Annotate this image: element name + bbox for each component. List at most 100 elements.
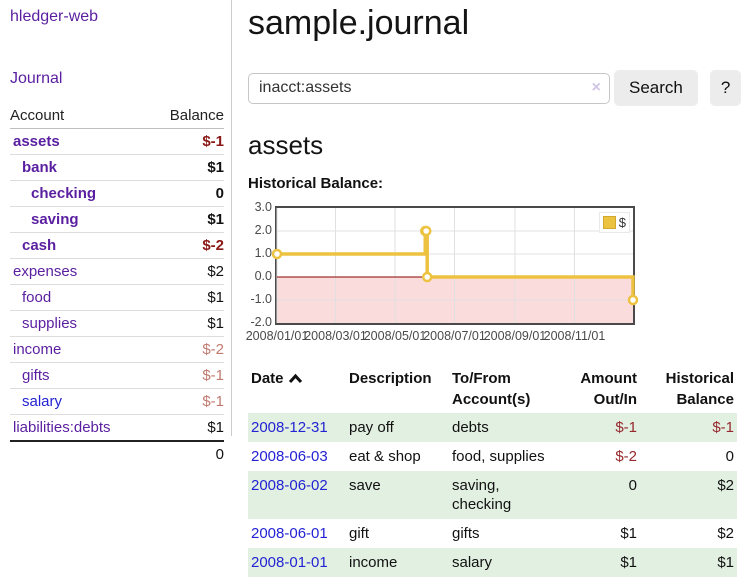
accounts-cell: gifts [452, 525, 480, 542]
sidebar-account-link-supplies[interactable]: supplies [22, 315, 78, 332]
description-cell: eat & shop [349, 448, 421, 465]
account-row: cash $-2 [10, 232, 224, 259]
register-column-header-to-from-account-s-: To/From Account(s) [452, 370, 531, 408]
search-button[interactable]: Search [614, 70, 698, 106]
data-point-marker [421, 271, 433, 283]
x-tick-label: 2008/11/01 [543, 329, 606, 343]
transaction-date-link[interactable]: 2008-12-31 [251, 419, 328, 436]
page-title: sample.journal [248, 4, 470, 42]
account-row: liabilities:debts $1 [10, 414, 224, 442]
series-label: $ [618, 215, 626, 230]
x-tick-label: 2008/05/01 [363, 329, 427, 343]
account-balance: $1 [149, 414, 224, 442]
account-balance: $-2 [149, 232, 224, 259]
x-tick-label: 2008/09/01 [483, 329, 547, 343]
account-row: checking 0 [10, 180, 224, 207]
column-header-account: Account [10, 103, 150, 129]
sidebar-account-link-food[interactable]: food [22, 289, 52, 306]
accounts-tbody: assets $-1 bank $1 checking 0 saving $1 cash $-2 e… [10, 128, 224, 442]
y-tick-label: 2.0 [254, 223, 272, 237]
main-content: sample.journal × Search ? assets Histori… [232, 0, 742, 577]
accounts-header-row: Account Balance [10, 103, 224, 129]
chart-legend: $ [598, 212, 630, 233]
data-point-marker [271, 248, 283, 260]
transaction-date-link[interactable]: 2008-06-03 [251, 448, 328, 465]
account-row: assets $-1 [10, 128, 224, 155]
account-row: gifts $-1 [10, 362, 224, 389]
sidebar-account-link-liabilities-debts[interactable]: liabilities:debts [13, 419, 111, 436]
register-tbody: 2008-12-31 pay off debts $-1 $-1 2008-06-03 ea… [248, 413, 737, 577]
data-point-marker [627, 294, 639, 306]
account-balance: $1 [149, 310, 224, 337]
amount-cell: 0 [628, 477, 637, 494]
register-column-header-description: Description [349, 370, 432, 387]
account-row: food $1 [10, 284, 224, 311]
balance-cell: $1 [717, 554, 734, 571]
data-point-marker [420, 225, 432, 237]
register-column-header-historical-balance: Historical Balance [665, 370, 734, 408]
account-row: supplies $1 [10, 310, 224, 337]
sidebar-account-link-expenses[interactable]: expenses [13, 263, 78, 280]
sidebar-item-journal[interactable]: Journal [10, 70, 63, 87]
register-row: 2008-06-02 save saving, checking 0 $2 [248, 471, 737, 519]
clear-search-icon[interactable]: × [591, 78, 601, 96]
account-row: income $-2 [10, 336, 224, 363]
y-tick-label: -2.0 [250, 315, 272, 329]
x-tick-label: 2008/07/01 [423, 329, 486, 343]
balance-chart-svg [271, 208, 639, 323]
search-input[interactable] [248, 72, 610, 104]
chart-plot-area[interactable]: $ [271, 206, 639, 325]
balance-cell: 0 [725, 448, 734, 465]
sidebar-account-link-cash[interactable]: cash [22, 237, 57, 254]
description-cell: gift [349, 525, 370, 542]
account-balance: $1 [149, 206, 224, 233]
accounts-cell: saving, checking [452, 477, 512, 513]
register-row: 2008-01-01 income salary $1 $1 [248, 548, 737, 577]
sidebar-account-link-saving[interactable]: saving [31, 211, 79, 228]
sidebar-account-link-assets[interactable]: assets [13, 133, 60, 150]
balance-cell: $2 [717, 477, 734, 494]
sidebar-account-link-salary[interactable]: salary [22, 393, 63, 410]
app-title-link[interactable]: hledger-web [10, 8, 99, 25]
accounts-cell: debts [452, 419, 489, 436]
description-cell: pay off [349, 419, 394, 436]
sidebar-account-link-gifts[interactable]: gifts [22, 367, 50, 384]
accounts-cell: salary [452, 554, 493, 571]
sidebar-account-link-income[interactable]: income [13, 341, 62, 358]
search-input-wrap: × [248, 72, 610, 104]
register-header-row: Date Description To/From Account(s) Amount … [248, 365, 737, 413]
chart-title: Historical Balance: [248, 175, 384, 192]
transaction-date-link[interactable]: 2008-01-01 [251, 554, 328, 571]
transaction-date-link[interactable]: 2008-06-01 [251, 525, 328, 542]
column-header-balance: Balance [149, 103, 224, 129]
y-tick-label: 0.0 [254, 269, 272, 283]
account-balance: $1 [149, 154, 224, 181]
description-cell: save [349, 477, 381, 494]
sort-ascending-icon [288, 373, 302, 384]
amount-cell: $1 [620, 525, 637, 542]
historical-balance-chart: $ 3.0 2.0 1.0 0.0 -1.0 -2.0 2008/01/01 2008/03/… [245, 200, 678, 345]
sidebar-account-link-checking[interactable]: checking [31, 185, 97, 202]
account-row: expenses $2 [10, 258, 224, 285]
account-balance: $-1 [149, 388, 224, 415]
register-column-header-date[interactable]: Date [248, 365, 346, 413]
transaction-date-link[interactable]: 2008-06-02 [251, 477, 328, 494]
account-row: bank $1 [10, 154, 224, 181]
help-button[interactable]: ? [709, 70, 742, 106]
register-row: 2008-06-01 gift gifts $1 $2 [248, 519, 737, 548]
series-color-swatch [602, 216, 616, 229]
amount-cell: $1 [620, 554, 637, 571]
x-tick-label: 2008/01/01 [245, 329, 309, 343]
amount-cell: $-1 [615, 419, 637, 436]
y-tick-label: 3.0 [254, 200, 272, 214]
account-heading: assets [248, 130, 324, 160]
sidebar: hledger-web Journal Account Balance asse… [0, 0, 232, 467]
register-column-header-amount-out-in: Amount Out/In [580, 370, 637, 408]
sidebar-total-balance: 0 [149, 440, 224, 467]
sidebar-account-link-bank[interactable]: bank [22, 159, 58, 176]
account-balance: 0 [149, 180, 224, 207]
description-cell: income [349, 554, 398, 571]
account-balance: $-1 [149, 362, 224, 389]
account-balance: $2 [149, 258, 224, 285]
